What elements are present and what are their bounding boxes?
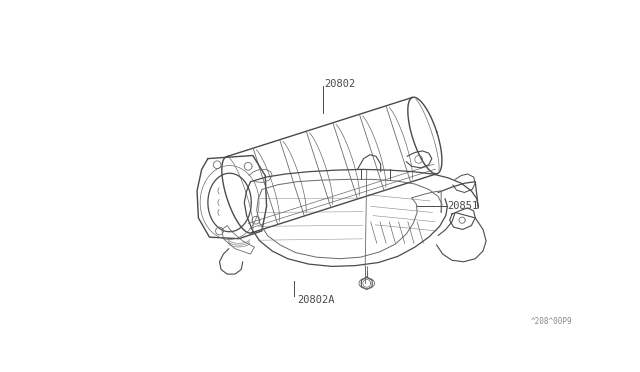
Text: 20802A: 20802A	[297, 295, 334, 305]
Text: 20851: 20851	[447, 201, 478, 211]
Text: ^208^00P9: ^208^00P9	[531, 317, 572, 326]
Text: 20802: 20802	[324, 79, 355, 89]
